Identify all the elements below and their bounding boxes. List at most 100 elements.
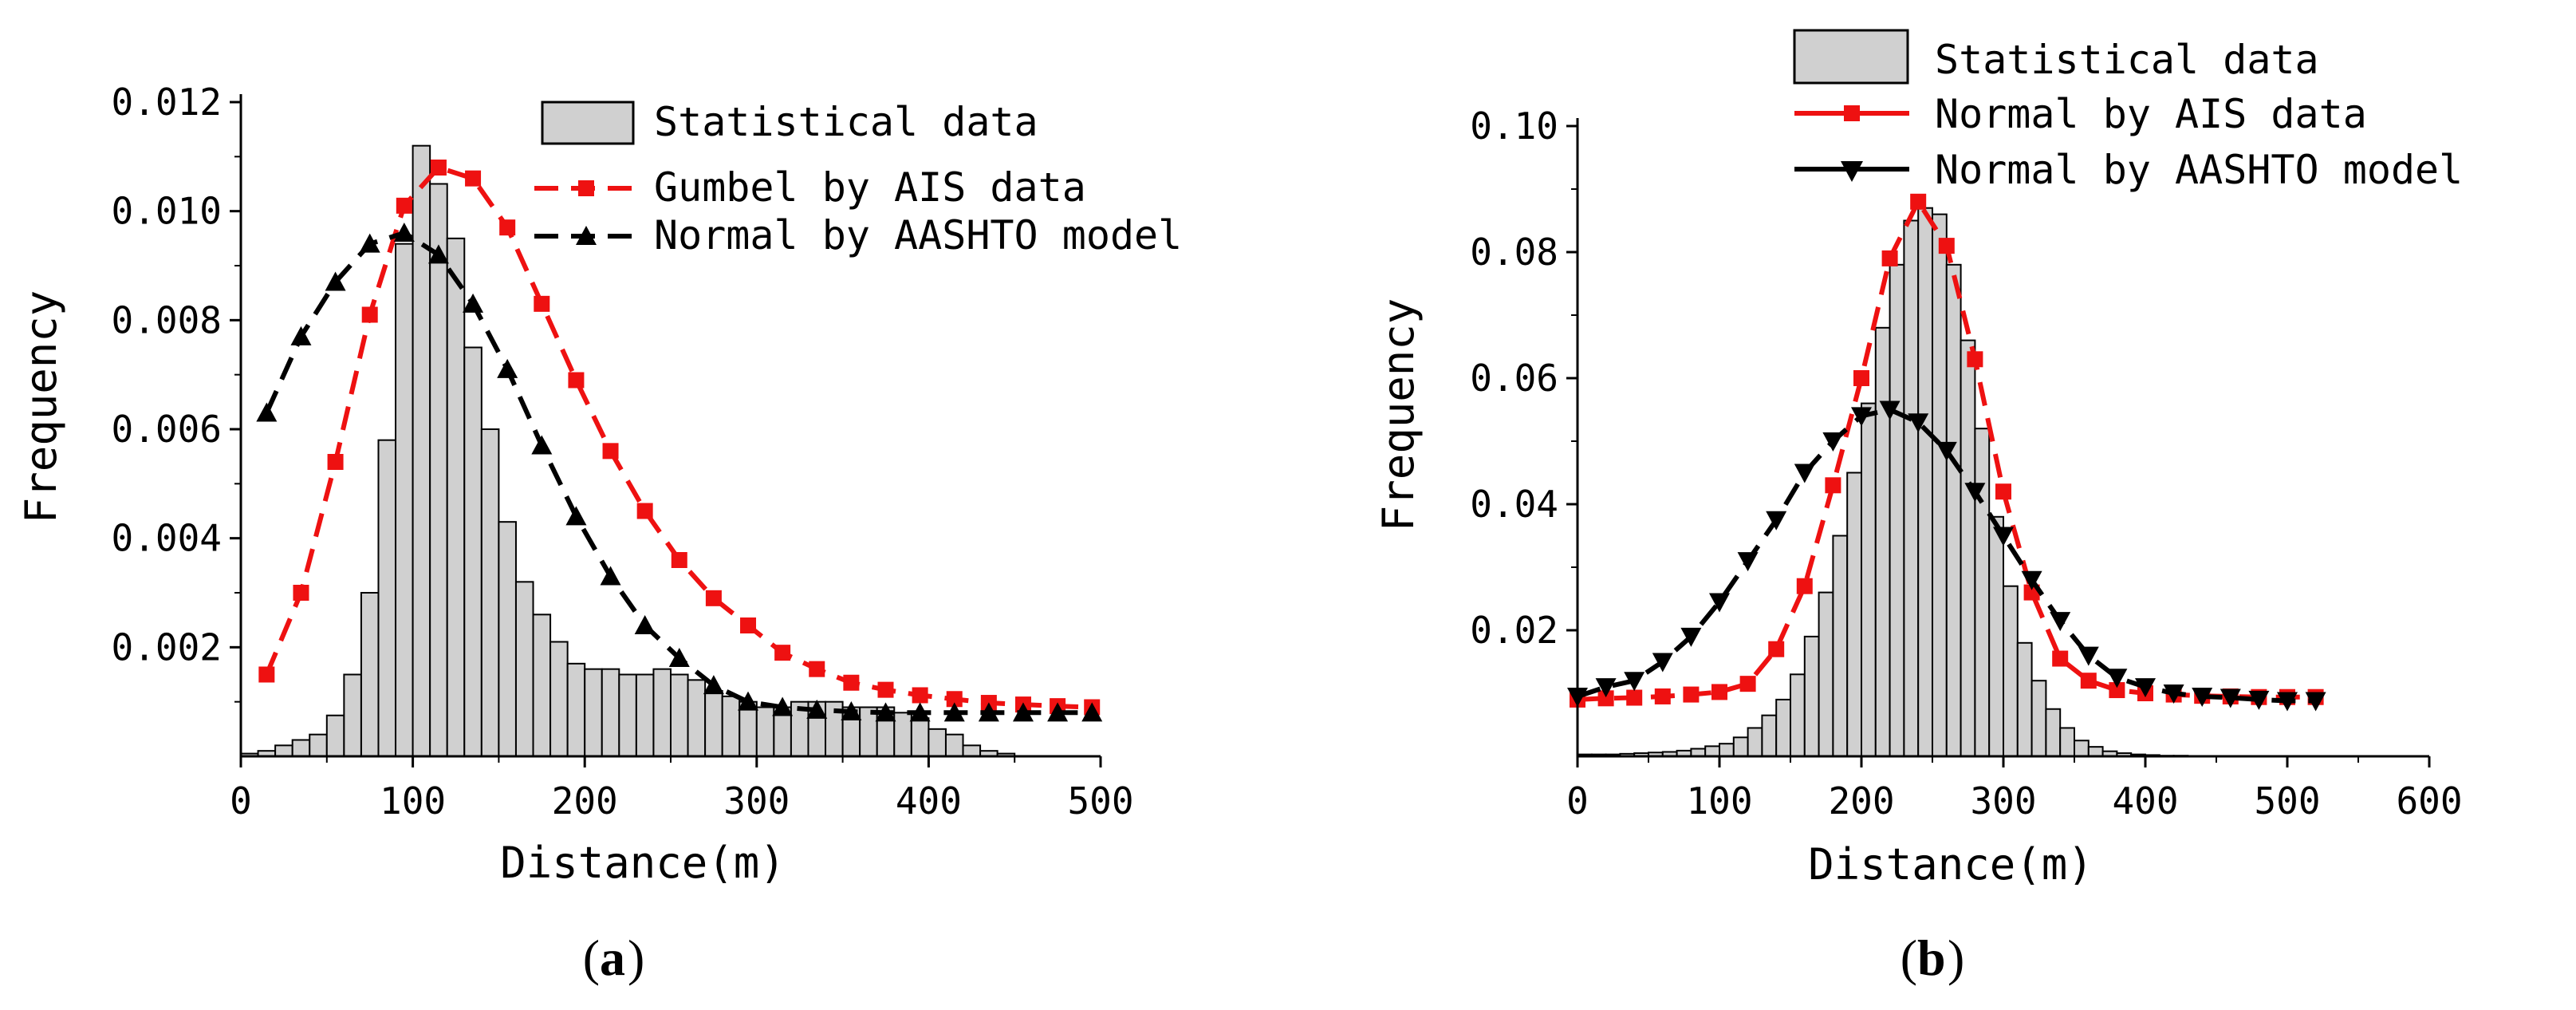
panel-b-y-tick-label: 0.06 — [1470, 357, 1558, 400]
panel-b-series-ais-marker — [1739, 676, 1756, 692]
panel-b-lines — [1567, 193, 2326, 712]
panel-b-legend-aashto-label: Normal by AASHTO model — [1935, 147, 2463, 193]
panel-b-series-aashto-marker — [2050, 612, 2071, 632]
panel-b-series-aashto-marker — [2135, 678, 2156, 698]
panel-a-hist-bar — [498, 521, 517, 758]
panel-b-hist-bar — [1761, 714, 1778, 758]
panel-a-series-aashto-marker — [634, 615, 656, 634]
panel-b-series-aashto-marker — [1964, 483, 1986, 503]
panel-a-series-ais-marker — [396, 197, 412, 214]
panel-b-y-axis-title: Frequency — [1373, 298, 1424, 532]
panel-b-series-ais-marker — [1967, 351, 1983, 368]
panel-a-series-ais-marker — [671, 552, 687, 568]
panel-a-series-aashto-marker — [325, 271, 346, 291]
panel-a-hist-bar — [480, 428, 500, 757]
panel-a-hist-bar — [670, 673, 689, 757]
panel-b-hist-bar — [1874, 326, 1891, 757]
panel-b-label-open: ( — [1900, 929, 1917, 986]
panel-b-label-letter: b — [1917, 929, 1946, 986]
panel-a-series-ais-marker — [705, 590, 722, 606]
panel-b-x-tick-label: 0 — [1566, 779, 1589, 823]
panel-b-series-aashto-marker — [1595, 678, 1617, 698]
panel-b-series-ais-marker — [1881, 250, 1898, 266]
panel-a-hist-bar — [962, 744, 982, 757]
panel-a-series-ais-marker — [946, 691, 963, 708]
panel-a-series-ais-marker — [430, 160, 447, 176]
panel-b-legend-bar-swatch — [1793, 29, 1909, 85]
panel-b-histogram — [1577, 207, 2217, 758]
panel-a-series-ais-marker — [877, 681, 894, 698]
panel-b-series-ais-marker — [1910, 193, 1927, 210]
panel-a-series-ais-marker — [327, 454, 344, 470]
panel-b-hist-bar — [1803, 635, 1820, 758]
panel-a-x-axis-title: Distance(m) — [500, 838, 786, 888]
panel-a-series-ais-marker — [740, 617, 757, 633]
panel-a-series-ais-marker — [534, 295, 550, 312]
panel-b-x-tick-label: 100 — [1686, 779, 1752, 823]
panel-a-series-aashto-marker — [909, 702, 931, 722]
panel-b-hist-bar — [1932, 213, 1948, 758]
panel-a-series-ais-marker — [499, 219, 516, 236]
panel-b-hist-bar — [1790, 673, 1806, 757]
panel-b-x-tick-label: 400 — [2112, 779, 2178, 823]
panel-a-hist-bar — [343, 673, 362, 757]
panel-b-y-tick-label: 0.02 — [1470, 609, 1558, 652]
panel-a-y-tick-label: 0.008 — [112, 298, 222, 341]
panel-b-series-aashto-marker — [1737, 552, 1759, 572]
panel-a-series-aashto-marker — [806, 699, 828, 719]
panel-a-y-tick-label: 0.002 — [112, 625, 222, 669]
panel-b-hist-bar — [2059, 727, 2075, 758]
panel-a-hist-bar — [446, 237, 466, 758]
panel-a-x-tick-label: 0 — [230, 779, 252, 823]
panel-a-series-aashto-marker — [1012, 702, 1034, 722]
panel-a-series-aashto-marker — [1047, 702, 1069, 722]
panel-b-series-ais-marker — [2080, 673, 2097, 689]
panel-a-series-ais-marker — [636, 503, 653, 519]
panel-b-series-aashto-marker — [2163, 685, 2184, 704]
panel-b-series-ais-marker — [2052, 650, 2069, 667]
panel-b-hist-bar — [2016, 641, 2033, 757]
panel-a-series-aashto-marker — [600, 566, 621, 586]
panel-b-series-ais-marker — [1995, 483, 2011, 500]
panel-b-legend: Statistical data Normal by AIS data Norm… — [1793, 29, 2463, 193]
panel-a-y-tick-label: 0.006 — [112, 408, 222, 451]
panel-a-series-aashto-marker — [841, 700, 862, 720]
panel-b-hist-bar — [1960, 339, 1976, 758]
panel-a-legend-ais-marker — [578, 180, 594, 196]
panel-b-series-aashto-marker — [1879, 400, 1900, 420]
panel-a-series-ais-marker — [843, 674, 860, 691]
panel-b-hist-bar — [1889, 263, 1905, 757]
panel-b-legend-ais-label: Normal by AIS data — [1935, 91, 2367, 137]
panel-b-series-aashto-marker — [2078, 646, 2099, 666]
panel-a-histogram — [240, 144, 1016, 758]
panel-b: 0 100 200 300 400 500 6000.020.040.060.080.10 … — [1373, 29, 2463, 986]
panel-b-x-tick-label: 500 — [2254, 779, 2320, 823]
panel-a-legend-ais-label: Gumbel by AIS data — [654, 164, 1086, 211]
panel-a-series-aashto-marker — [463, 293, 484, 313]
panel-b-hist-bar — [2074, 740, 2090, 757]
panel-a-x-tick-label: 500 — [1067, 779, 1133, 823]
panel-a-series-ais-marker — [258, 666, 275, 683]
panel-b-series-aashto-marker — [2192, 687, 2213, 707]
panel-b-series-aashto-marker — [1766, 511, 1787, 531]
panel-a-series-aashto-marker — [427, 244, 449, 264]
panel-a-hist-bar — [325, 714, 345, 757]
panel-b-series-ais-marker — [1626, 689, 1643, 706]
panel-b-x-tick-label: 200 — [1828, 779, 1894, 823]
panel-a-y-tick-label: 0.004 — [112, 517, 222, 560]
panel-b-hist-bar — [2045, 708, 2062, 757]
panel-a-legend: Statistical data Gumbel by AIS data Norm… — [534, 99, 1182, 258]
panel-a-legend-aashto-marker — [576, 226, 597, 245]
panel-b-series-ais-marker — [1938, 238, 1955, 254]
panel-b-series-ais-marker — [1654, 688, 1671, 704]
panel-b-hist-bar — [1945, 263, 1962, 757]
panel-a-y-tick-label: 0.010 — [112, 190, 222, 233]
panel-b-hist-bar — [2003, 585, 2019, 758]
panel-b-hist-bar — [1846, 471, 1862, 757]
panel-a-series-aashto-marker — [772, 696, 794, 716]
panel-a-hist-bar — [429, 183, 448, 757]
panel-b-legend-ais-marker — [1844, 105, 1860, 121]
panel-b-hist-bar — [2030, 680, 2047, 758]
panel-b-hist-bar — [2087, 746, 2104, 758]
panel-b-series-aashto-marker — [1794, 464, 1815, 483]
